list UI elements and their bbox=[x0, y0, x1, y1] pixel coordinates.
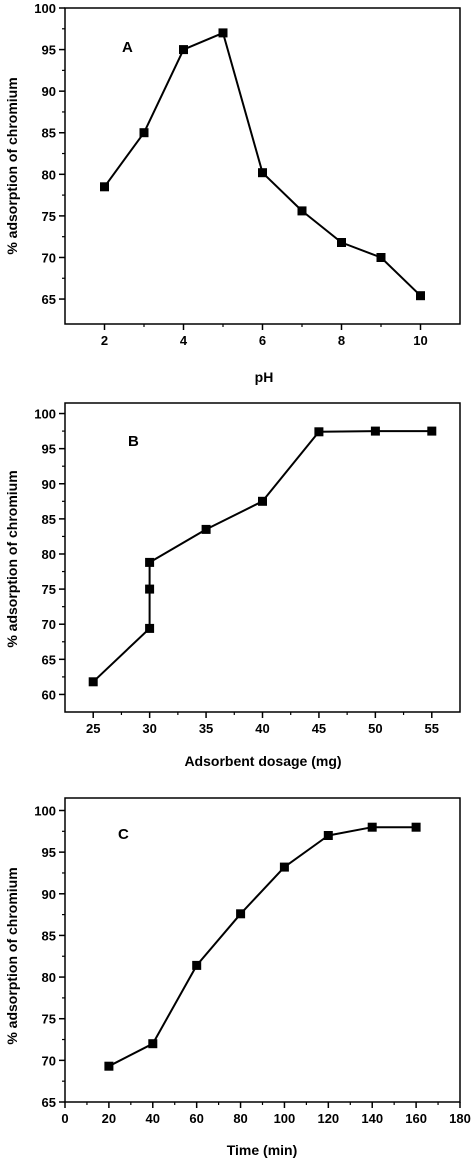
panel-a-series-line bbox=[103, 31, 422, 297]
panel-a-x-tick-label: 6 bbox=[259, 333, 266, 348]
panel-c-series-line bbox=[108, 826, 417, 1068]
panel-c-x-tick-label: 80 bbox=[233, 1111, 247, 1126]
panel-c-data-point bbox=[104, 1061, 114, 1071]
panel-a-y-tick-label: 95 bbox=[42, 43, 56, 58]
panel-c-y-tick-label: 85 bbox=[42, 928, 56, 943]
panel-c-y-tick-label: 70 bbox=[42, 1053, 56, 1068]
panel-c-y-tick-label: 65 bbox=[42, 1095, 56, 1110]
panel-c-data-point bbox=[367, 822, 377, 832]
panel-a-data-point bbox=[218, 28, 228, 38]
panel-a-y-tick-label: 70 bbox=[42, 250, 56, 265]
panel-b-y-tick-label: 60 bbox=[42, 687, 56, 702]
panel-a-data-point bbox=[376, 253, 386, 262]
panel-a-x-tick-label: 4 bbox=[180, 333, 188, 348]
panel-a-y-axis-title: % adsorption of chromium bbox=[4, 77, 20, 254]
panel-c-x-tick-label: 120 bbox=[317, 1111, 339, 1126]
panel-b-data-point bbox=[88, 677, 98, 687]
panel-c-y-tick-label: 100 bbox=[34, 803, 56, 818]
panel-b-data-point bbox=[370, 426, 380, 436]
panel-b-data-point bbox=[145, 584, 155, 594]
panel-c-y-axis-title: % adsorption of chromium bbox=[4, 867, 20, 1044]
panel-c-x-tick-label: 60 bbox=[189, 1111, 203, 1126]
panel-b: B % adsorption of chromium Adsorbent dos… bbox=[4, 402, 461, 769]
panel-b-x-tick-label: 40 bbox=[255, 721, 269, 736]
panel-b-plot-frame bbox=[64, 402, 461, 713]
panel-c-data-point bbox=[148, 1039, 158, 1049]
panel-a-label: A bbox=[122, 39, 133, 56]
panel-c-y-tick-label: 75 bbox=[42, 1012, 56, 1027]
panel-b-y-tick-label: 80 bbox=[42, 547, 56, 562]
panel-b-x-tick-label: 35 bbox=[199, 721, 213, 736]
panel-a-y-tick-label: 90 bbox=[42, 84, 56, 99]
panel-a-data-point bbox=[258, 168, 267, 178]
panel-b-x-axis-title: Adsorbent dosage (mg) bbox=[184, 753, 341, 769]
panel-c-data-point bbox=[323, 831, 333, 840]
panel-a-x-tick-label: 8 bbox=[338, 333, 345, 348]
panel-a: A % adsorption of chromium pH 2 4 6 8 10 65 70… bbox=[4, 1, 461, 385]
panel-a-data-point bbox=[100, 182, 109, 192]
panel-c-x-tick-label: 180 bbox=[449, 1111, 471, 1126]
panel-a-x-tick-label: 10 bbox=[413, 333, 427, 348]
panel-b-x-tick-label: 50 bbox=[368, 721, 382, 736]
panel-b-series-line bbox=[92, 430, 432, 683]
panel-b-y-tick-label: 85 bbox=[42, 512, 56, 527]
panel-c-y-tick-label: 95 bbox=[42, 845, 56, 860]
panel-b-y-tick-label: 95 bbox=[42, 442, 56, 457]
panel-b-data-point bbox=[427, 426, 437, 436]
panel-b-y-tick-label: 90 bbox=[42, 477, 56, 492]
panel-a-data-point bbox=[337, 238, 346, 247]
panel-c-y-tick-label: 90 bbox=[42, 887, 56, 902]
panel-b-data-point bbox=[201, 524, 211, 534]
panel-a-data-point bbox=[416, 291, 425, 301]
panel-c-data-point bbox=[192, 960, 202, 970]
panel-b-data-point bbox=[258, 496, 267, 506]
panel-b-data-point bbox=[145, 557, 155, 567]
panel-b-x-tick-label: 25 bbox=[86, 721, 100, 736]
panel-c-data-point bbox=[411, 822, 421, 832]
panel-b-y-tick-label: 75 bbox=[42, 582, 56, 597]
panel-c-data-point bbox=[279, 862, 289, 872]
panel-c-x-tick-label: 160 bbox=[405, 1111, 427, 1126]
panel-c-x-tick-label: 100 bbox=[274, 1111, 296, 1126]
panel-a-data-point bbox=[139, 128, 149, 138]
panel-c-label: C bbox=[118, 826, 129, 843]
panel-c-data-point bbox=[236, 909, 246, 919]
panel-a-y-tick-label: 85 bbox=[42, 126, 56, 141]
panel-b-y-axis-title: % adsorption of chromium bbox=[4, 470, 20, 647]
panel-a-y-tick-label: 75 bbox=[42, 209, 56, 224]
panel-a-y-tick-label: 100 bbox=[34, 1, 56, 16]
panel-b-x-tick-label: 30 bbox=[142, 721, 156, 736]
panel-b-label: B bbox=[128, 433, 139, 450]
panel-b-y-tick-label: 70 bbox=[42, 617, 56, 632]
panel-c-x-axis-title: Time (min) bbox=[227, 1142, 298, 1158]
panel-a-y-tick-label: 65 bbox=[42, 292, 56, 307]
panel-a-x-tick-label: 2 bbox=[101, 333, 108, 348]
panel-b-y-tick-label: 100 bbox=[34, 407, 56, 422]
panel-b-x-tick-label: 45 bbox=[312, 721, 326, 736]
panel-b-y-tick-label: 65 bbox=[42, 652, 56, 667]
panel-b-data-point bbox=[314, 427, 324, 437]
panel-b-x-tick-label: 55 bbox=[425, 721, 439, 736]
panel-a-y-tick-label: 80 bbox=[42, 167, 56, 182]
panel-c-x-tick-label: 140 bbox=[361, 1111, 383, 1126]
panel-c-y-tick-label: 80 bbox=[42, 970, 56, 985]
panel-c-x-tick-label: 20 bbox=[102, 1111, 116, 1126]
panel-c-x-tick-label: 40 bbox=[146, 1111, 160, 1126]
panel-b-data-point bbox=[145, 623, 155, 633]
panel-a-data-point bbox=[179, 45, 188, 55]
panel-c-plot-frame bbox=[64, 797, 461, 1103]
panel-a-data-point bbox=[297, 206, 307, 216]
panel-c: C % adsorption of chromium Time (min) 0 2… bbox=[4, 797, 471, 1158]
panel-c-x-tick-label: 0 bbox=[61, 1111, 68, 1126]
panel-a-x-axis-title: pH bbox=[255, 369, 274, 385]
